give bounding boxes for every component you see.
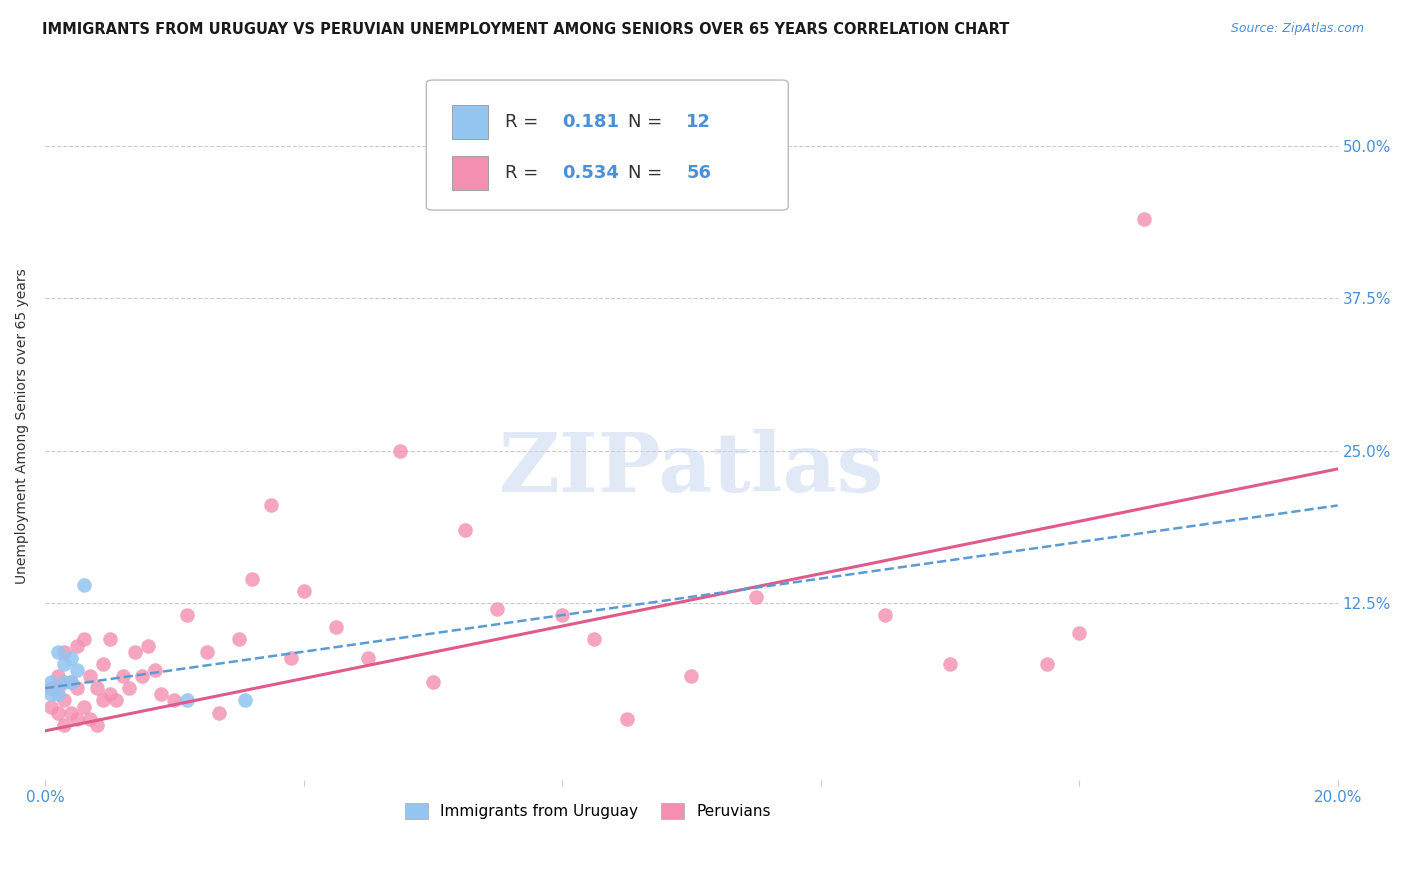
Point xyxy=(1036,657,1059,671)
Point xyxy=(422,675,444,690)
Text: IMMIGRANTS FROM URUGUAY VS PERUVIAN UNEMPLOYMENT AMONG SENIORS OVER 65 YEARS COR: IMMIGRANTS FROM URUGUAY VS PERUVIAN UNEM… xyxy=(42,22,1010,37)
Point xyxy=(1132,212,1154,227)
Point xyxy=(59,706,82,720)
Text: 0.534: 0.534 xyxy=(562,164,619,182)
Point xyxy=(98,687,121,701)
Point xyxy=(41,699,63,714)
Point xyxy=(138,639,160,653)
FancyBboxPatch shape xyxy=(453,156,488,190)
Point xyxy=(260,499,283,513)
Point xyxy=(46,706,69,720)
Point xyxy=(79,669,101,683)
Point xyxy=(41,687,63,701)
Point xyxy=(79,712,101,726)
Point xyxy=(939,657,962,671)
Point xyxy=(325,620,347,634)
Point xyxy=(73,699,96,714)
Point xyxy=(66,681,89,696)
Point xyxy=(86,718,108,732)
Point xyxy=(53,693,76,707)
Point xyxy=(91,657,114,671)
Point xyxy=(486,602,509,616)
Point xyxy=(131,669,153,683)
Point xyxy=(176,693,198,707)
Text: Source: ZipAtlas.com: Source: ZipAtlas.com xyxy=(1230,22,1364,36)
Point xyxy=(53,645,76,659)
Point xyxy=(681,669,703,683)
Point xyxy=(46,681,69,696)
Point xyxy=(98,632,121,647)
FancyBboxPatch shape xyxy=(426,80,789,210)
Point xyxy=(46,669,69,683)
Point xyxy=(389,443,412,458)
Text: N =: N = xyxy=(628,113,668,131)
Point xyxy=(745,590,768,604)
Point xyxy=(105,693,128,707)
Point xyxy=(53,657,76,671)
Text: N =: N = xyxy=(628,164,668,182)
Point xyxy=(66,663,89,677)
Point xyxy=(118,681,141,696)
Point xyxy=(163,693,186,707)
Point xyxy=(59,675,82,690)
Point xyxy=(292,583,315,598)
Point xyxy=(616,712,638,726)
Point xyxy=(233,693,256,707)
Point xyxy=(59,650,82,665)
Text: 0.181: 0.181 xyxy=(562,113,619,131)
Point xyxy=(59,675,82,690)
Point xyxy=(454,523,477,537)
Point xyxy=(111,669,134,683)
Point xyxy=(46,687,69,701)
Point xyxy=(91,693,114,707)
Point xyxy=(66,639,89,653)
Text: R =: R = xyxy=(505,113,544,131)
Point xyxy=(73,632,96,647)
Point xyxy=(551,608,574,623)
Point xyxy=(583,632,606,647)
Point xyxy=(176,608,198,623)
Point xyxy=(875,608,897,623)
FancyBboxPatch shape xyxy=(453,105,488,139)
Legend: Immigrants from Uruguay, Peruvians: Immigrants from Uruguay, Peruvians xyxy=(399,797,778,825)
Point xyxy=(53,675,76,690)
Text: 56: 56 xyxy=(686,164,711,182)
Y-axis label: Unemployment Among Seniors over 65 years: Unemployment Among Seniors over 65 years xyxy=(15,268,30,584)
Point xyxy=(195,645,218,659)
Point xyxy=(150,687,173,701)
Point xyxy=(1069,626,1091,640)
Point xyxy=(86,681,108,696)
Point xyxy=(124,645,146,659)
Point xyxy=(41,675,63,690)
Point xyxy=(357,650,380,665)
Point xyxy=(280,650,302,665)
Point xyxy=(143,663,166,677)
Point xyxy=(240,572,263,586)
Point xyxy=(208,706,231,720)
Point xyxy=(66,712,89,726)
Text: R =: R = xyxy=(505,164,544,182)
Point xyxy=(41,681,63,696)
Point xyxy=(228,632,250,647)
Text: ZIPatlas: ZIPatlas xyxy=(499,429,884,508)
Text: 12: 12 xyxy=(686,113,711,131)
Point xyxy=(46,645,69,659)
Point xyxy=(53,718,76,732)
Point xyxy=(73,577,96,591)
